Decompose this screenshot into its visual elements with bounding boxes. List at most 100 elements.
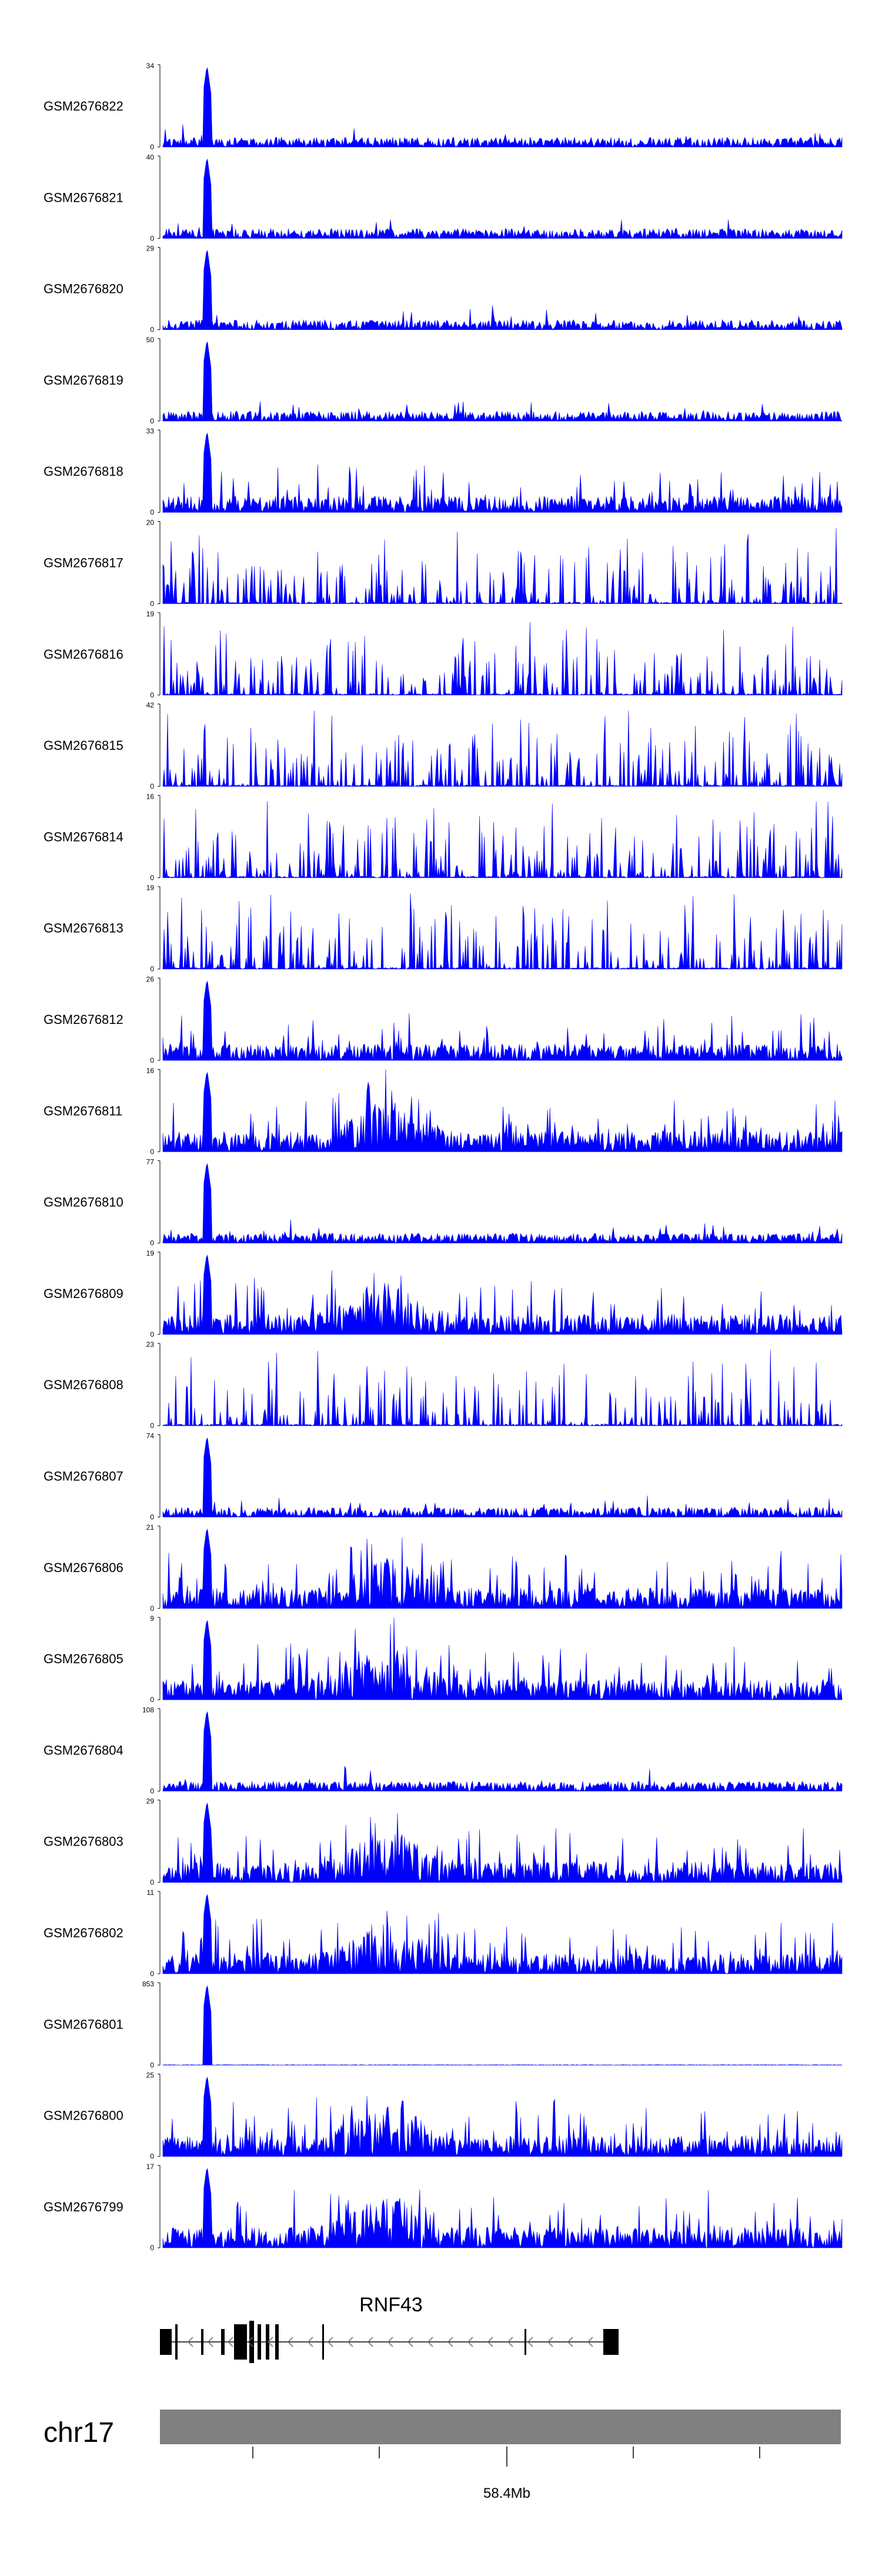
coverage-tracks: GSM2676822340GSM2676821400GSM2676820290G… — [44, 62, 843, 2252]
y-min-label: 0 — [150, 2061, 154, 2069]
exon — [175, 2324, 178, 2360]
y-max-label: 40 — [146, 153, 155, 161]
coverage-area — [162, 1711, 843, 1792]
y-max-label: 16 — [146, 1066, 155, 1075]
track-GSM2676818: GSM2676818 33 0 — [44, 427, 843, 516]
gene-model — [160, 2321, 619, 2363]
strand-arrow — [227, 2337, 233, 2347]
coverage-area — [162, 528, 843, 605]
chromosome-bar — [160, 2410, 841, 2444]
strand-arrow — [527, 2337, 533, 2347]
y-max-label: 33 — [146, 427, 155, 435]
track-label: GSM2676806 — [44, 1560, 123, 1575]
strand-arrow — [327, 2337, 333, 2347]
strand-arrow — [447, 2337, 453, 2347]
y-max-label: 19 — [146, 610, 155, 618]
track-GSM2676804: GSM2676804 108 0 — [44, 1706, 843, 1795]
exon — [169, 2329, 172, 2355]
coverage-area — [162, 249, 843, 331]
coverage-area — [162, 2076, 843, 2157]
coverage-area — [162, 432, 843, 513]
track-label: GSM2676819 — [44, 373, 123, 388]
y-min-label: 0 — [150, 1422, 154, 1430]
y-max-label: 21 — [146, 1523, 155, 1531]
track-label: GSM2676799 — [44, 2200, 123, 2214]
track-GSM2676806: GSM2676806 21 0 — [44, 1523, 843, 1613]
y-max-label: 17 — [146, 2163, 155, 2171]
track-GSM2676802: GSM2676802 11 0 — [44, 1888, 843, 1978]
strand-arrow — [387, 2337, 393, 2347]
coverage-area — [162, 158, 843, 239]
position-ruler — [252, 2447, 760, 2467]
y-min-label: 0 — [150, 234, 154, 242]
strand-arrow — [347, 2337, 353, 2347]
y-min-label: 0 — [150, 1330, 154, 1339]
track-GSM2676820: GSM2676820 29 0 — [44, 245, 843, 334]
strand-arrow — [487, 2337, 493, 2347]
track-GSM2676815: GSM2676815 42 0 — [44, 701, 843, 790]
track-label: GSM2676820 — [44, 282, 123, 296]
strand-arrow — [267, 2337, 273, 2347]
y-min-label: 0 — [150, 2153, 154, 2161]
coverage-area — [162, 1894, 843, 1974]
y-min-label: 0 — [150, 1787, 154, 1795]
coverage-area — [162, 893, 843, 970]
track-GSM2676799: GSM2676799 17 0 — [44, 2163, 843, 2252]
exon — [275, 2324, 279, 2360]
strand-arrow — [507, 2337, 513, 2347]
track-GSM2676811: GSM2676811 16 0 — [44, 1066, 843, 1156]
track-label: GSM2676808 — [44, 1377, 123, 1392]
strand-arrow — [407, 2337, 413, 2347]
coverage-area — [162, 67, 843, 148]
y-min-label: 0 — [150, 1878, 154, 1887]
coverage-area — [162, 1069, 843, 1152]
exon — [603, 2329, 619, 2355]
exon — [160, 2329, 169, 2355]
y-max-label: 77 — [146, 1158, 155, 1166]
track-GSM2676807: GSM2676807 74 0 — [44, 1432, 843, 1521]
track-label: GSM2676816 — [44, 647, 123, 662]
track-GSM2676808: GSM2676808 23 0 — [44, 1340, 843, 1430]
y-max-label: 16 — [146, 792, 155, 800]
exon — [258, 2324, 261, 2360]
track-label: GSM2676804 — [44, 1743, 123, 1757]
y-min-label: 0 — [150, 965, 154, 973]
track-label: GSM2676803 — [44, 1834, 123, 1849]
y-max-label: 20 — [146, 519, 155, 527]
coverage-area — [162, 801, 843, 879]
coverage-area — [162, 1617, 843, 1700]
strand-arrow — [187, 2337, 193, 2347]
track-label: GSM2676813 — [44, 921, 123, 936]
y-max-label: 74 — [146, 1432, 155, 1440]
y-min-label: 0 — [150, 508, 154, 516]
strand-arrow — [427, 2337, 433, 2347]
y-min-label: 0 — [150, 2244, 154, 2252]
y-min-label: 0 — [150, 1696, 154, 1704]
y-min-label: 0 — [150, 417, 154, 425]
coverage-area — [162, 980, 843, 1061]
y-min-label: 0 — [150, 1147, 154, 1156]
track-label: GSM2676810 — [44, 1195, 123, 1210]
exon — [234, 2324, 247, 2360]
track-GSM2676814: GSM2676814 16 0 — [44, 792, 843, 882]
coverage-area — [162, 1529, 843, 1609]
exon — [524, 2329, 526, 2355]
strand-arrow — [247, 2337, 253, 2347]
y-max-label: 25 — [146, 2071, 155, 2080]
gene-label: RNF43 — [359, 2294, 423, 2316]
coverage-area — [162, 1349, 843, 1426]
strand-arrow — [547, 2337, 553, 2347]
track-label: GSM2676821 — [44, 190, 123, 205]
track-GSM2676810: GSM2676810 77 0 — [44, 1158, 843, 1247]
track-GSM2676805: GSM2676805 9 0 — [44, 1614, 843, 1704]
exon — [221, 2329, 225, 2355]
track-GSM2676816: GSM2676816 19 0 — [44, 610, 843, 699]
y-max-label: 23 — [146, 1340, 155, 1349]
track-label: GSM2676817 — [44, 556, 123, 570]
coverage-area — [162, 1254, 843, 1335]
coverage-area — [162, 710, 843, 787]
y-max-label: 19 — [146, 1249, 155, 1257]
track-label: GSM2676814 — [44, 829, 123, 844]
y-min-label: 0 — [150, 1239, 154, 1247]
